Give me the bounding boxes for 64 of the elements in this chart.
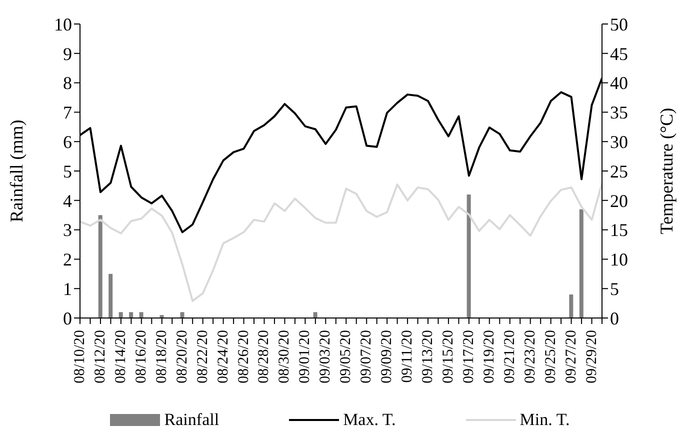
y2-tick-label: 5	[610, 278, 619, 299]
x-tick-label: 09/17/20	[460, 330, 477, 384]
y2-tick-label: 10	[610, 250, 628, 270]
x-tick-label: 08/16/20	[133, 330, 150, 384]
bar	[579, 209, 584, 318]
x-tick-label: 09/23/20	[522, 330, 538, 384]
x-tick-label: 09/11/20	[400, 330, 416, 383]
y-tick-label: 1	[63, 278, 72, 299]
x-tick-label: 09/05/20	[338, 330, 354, 384]
bar	[569, 294, 574, 318]
y-tick-label: 0	[63, 308, 72, 328]
x-tick-label: 08/22/20	[194, 330, 211, 384]
bar	[129, 312, 134, 318]
y2-tick-label: 40	[610, 73, 628, 94]
legend-label: Max. T.	[343, 410, 396, 430]
x-tick-label: 08/28/20	[256, 330, 272, 384]
y2-tick-label: 35	[610, 102, 628, 123]
bar	[108, 274, 113, 318]
x-tick-label: 08/10/20	[72, 330, 88, 384]
x-tick-label: 08/26/20	[236, 330, 252, 384]
y2-tick-label: 20	[610, 190, 628, 211]
bar	[98, 215, 102, 318]
x-tick-label: 08/14/20	[112, 330, 129, 384]
bar	[180, 312, 184, 318]
bar	[118, 312, 123, 318]
bar	[139, 312, 144, 318]
x-tick-label: 09/27/20	[563, 330, 580, 384]
x-tick-label: 09/19/20	[481, 330, 498, 384]
y2-tick-label: 15	[610, 220, 628, 240]
y-tick-label: 2	[63, 250, 72, 270]
x-tick-label: 09/15/20	[440, 330, 456, 384]
x-tick-label: 08/30/20	[276, 330, 293, 384]
bar	[313, 312, 318, 318]
bar	[466, 194, 471, 318]
x-tick-label: 09/01/20	[297, 330, 314, 384]
y-tick-label: 3	[63, 220, 72, 240]
y-tick-label: 7	[63, 102, 72, 123]
line-series	[80, 182, 602, 302]
y-tick-label: 6	[63, 132, 72, 152]
legend-label: Min. T.	[520, 410, 570, 430]
x-tick-label: 08/20/20	[174, 330, 190, 384]
y2-tick-label: 45	[610, 44, 628, 64]
y2-tick-label: 0	[610, 308, 619, 328]
x-tick-label: 09/03/20	[318, 330, 334, 384]
y-axis-title: Rainfall (mm)	[6, 120, 26, 222]
x-tick-label: 09/13/20	[420, 330, 436, 384]
y-tick-label: 8	[63, 73, 72, 94]
y-tick-label: 9	[63, 44, 72, 64]
legend-label: Rainfall	[164, 410, 220, 430]
x-tick-label: 09/25/20	[542, 330, 559, 384]
x-tick-label: 08/18/20	[154, 330, 170, 384]
x-tick-label: 08/12/20	[92, 330, 108, 384]
y-tick-label: 4	[63, 190, 72, 211]
y2-axis-title: Temperature (°C)	[656, 108, 676, 234]
x-tick-label: 08/24/20	[215, 330, 232, 384]
x-tick-label: 09/21/20	[502, 330, 518, 384]
y2-tick-label: 30	[610, 132, 628, 152]
x-tick-label: 09/07/20	[358, 330, 375, 384]
y2-tick-label: 25	[610, 161, 628, 182]
y2-tick-label: 50	[610, 14, 628, 34]
x-tick-label: 09/09/20	[379, 330, 396, 384]
y-tick-label: 5	[63, 161, 72, 182]
x-tick-label: 09/29/20	[584, 330, 600, 384]
y-tick-label: 10	[54, 14, 72, 34]
